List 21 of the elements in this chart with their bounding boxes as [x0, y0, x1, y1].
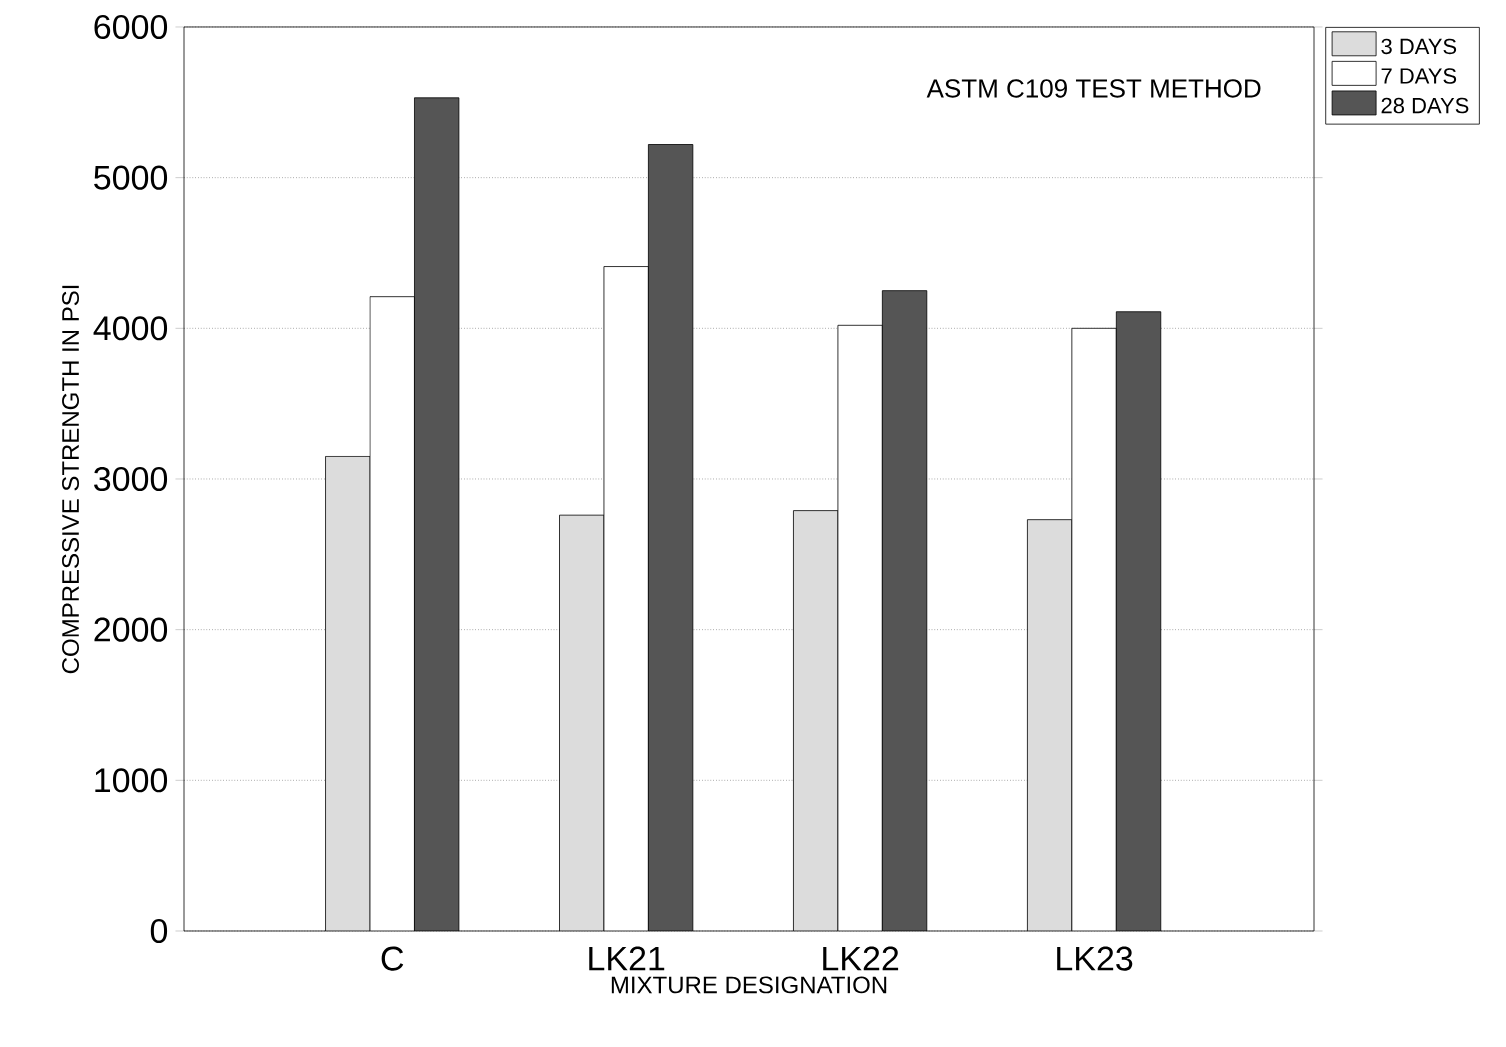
annotation: ASTM C109 TEST METHOD [926, 79, 1261, 98]
y-tick-label: 1000 [95, 768, 168, 793]
bar [559, 514, 605, 931]
legend-label: 3 DAYS [1381, 38, 1457, 55]
x-axis-title: MIXTURE DESIGNATION [611, 976, 887, 994]
x-tick-label: LK22 [823, 946, 899, 971]
bar [1027, 519, 1073, 931]
y-tick-label: 6000 [94, 14, 168, 40]
y-tick-label: 0 [150, 918, 168, 944]
legend-label: 7 DAYS [1381, 68, 1457, 84]
y-axis-title: COMPRESSIVE STRENGTH IN PSI [62, 285, 80, 674]
bar [325, 455, 371, 931]
bar [793, 510, 839, 931]
y-tick-label: 2000 [94, 617, 168, 642]
y-tick-label: 3000 [94, 466, 168, 492]
legend-label: 28 DAYS [1381, 97, 1469, 114]
y-tick-label: 4000 [93, 316, 168, 341]
x-tick-label: C [381, 946, 404, 971]
y-tick-label: 5000 [94, 165, 168, 190]
x-tick-label: LK21 [589, 946, 665, 971]
x-tick-label: LK23 [1057, 946, 1133, 971]
